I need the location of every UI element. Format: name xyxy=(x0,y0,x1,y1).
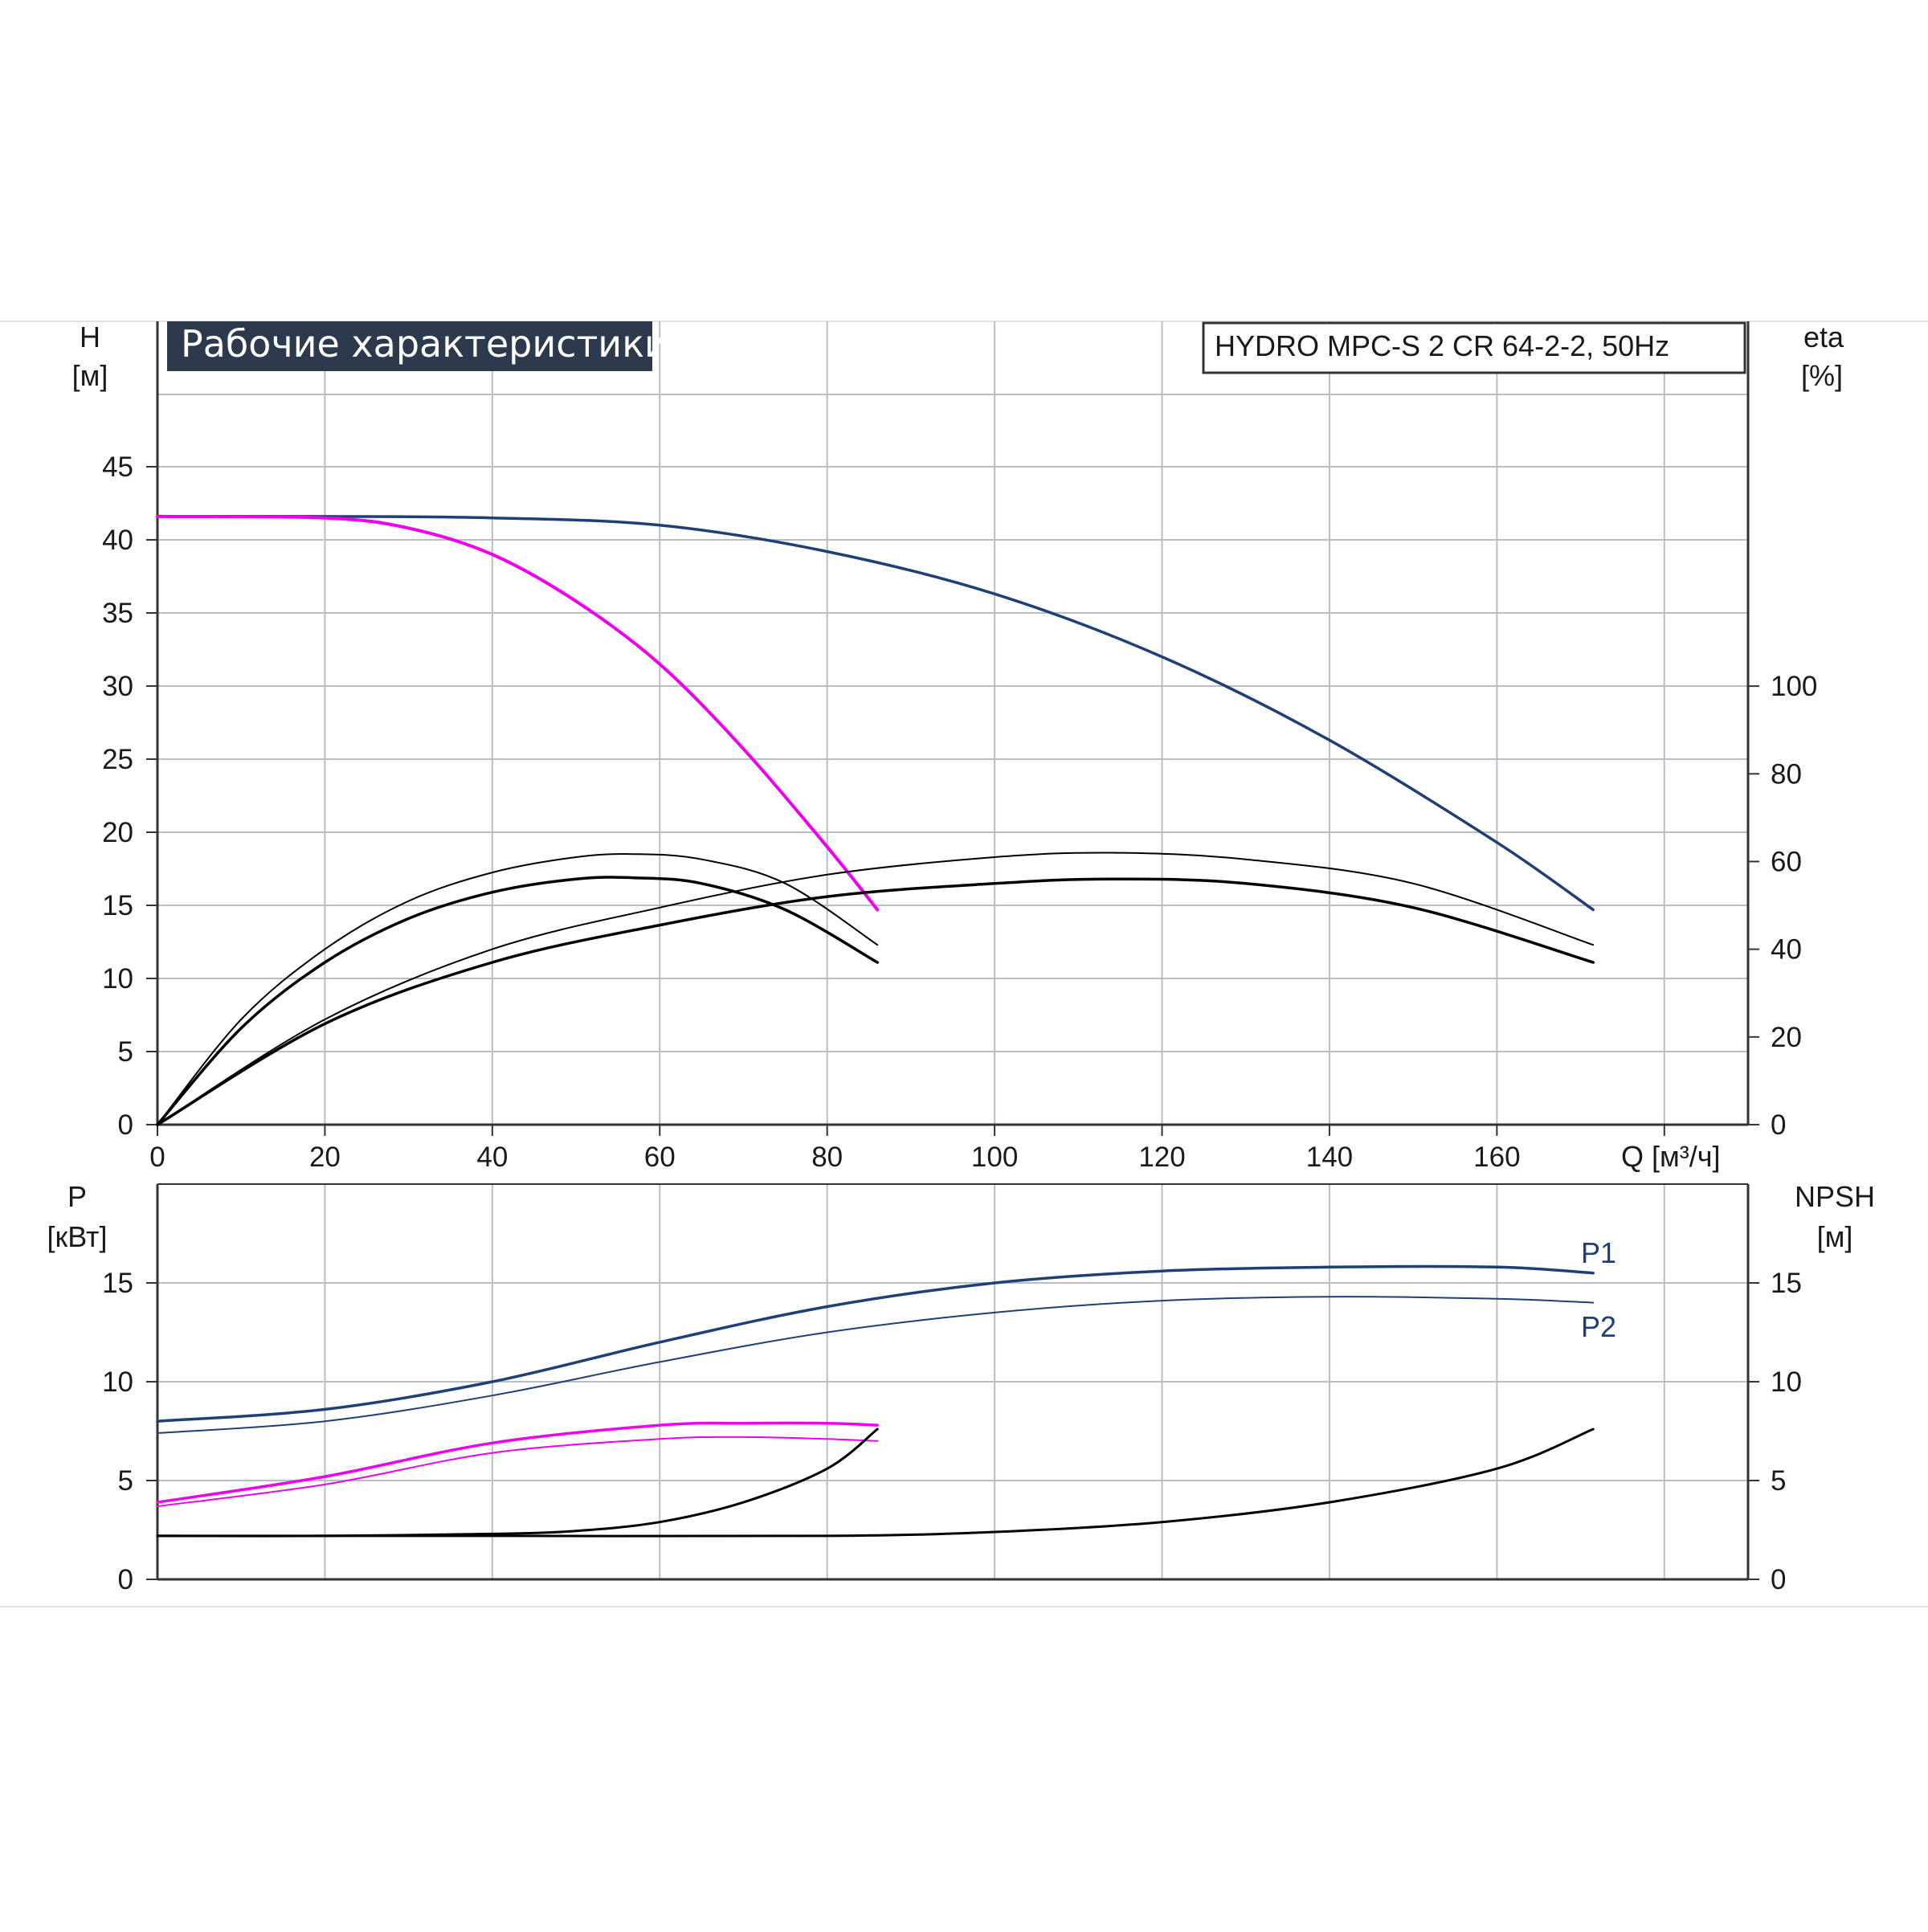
bottom-left-tick-label: 15 xyxy=(102,1268,133,1299)
bottom-right-tick-label: 0 xyxy=(1771,1564,1786,1595)
bottom-right-ylabel-symbol: NPSH xyxy=(1795,1180,1875,1213)
top-axes: 0 5 10 15 20 25 30 35 40 45 0 20 40 60 80 100 0 20 40 60 80 1… xyxy=(102,321,1817,1173)
top-x-tick-label: 60 xyxy=(644,1142,676,1173)
top-series-line-5 xyxy=(157,852,1595,1125)
top-x-tick-label: 40 xyxy=(476,1142,508,1173)
top-series-line-1 xyxy=(156,514,880,912)
bottom-series-line-4 xyxy=(156,1428,879,1538)
series-line-p2 xyxy=(157,1296,1595,1434)
top-left-tick-label: 40 xyxy=(102,525,133,556)
bottom-axes: 0 5 10 15 0 5 10 15 xyxy=(102,1183,1802,1595)
bottom-series-line-2 xyxy=(156,1421,879,1504)
top-grid xyxy=(157,321,1748,1125)
bottom-right-tick-label: 5 xyxy=(1771,1465,1786,1497)
top-right-tick-label: 0 xyxy=(1771,1109,1786,1141)
chart-subtitle: HYDRO MPC-S 2 CR 64-2-2, 50Hz xyxy=(1215,329,1669,362)
top-right-ylabel-unit: [%] xyxy=(1801,359,1843,392)
top-x-tick-label: 100 xyxy=(971,1142,1018,1173)
top-left-tick-label: 15 xyxy=(102,890,133,921)
top-xlabel: Q [м³/ч] xyxy=(1621,1140,1721,1173)
top-left-tick-label: 35 xyxy=(102,598,133,629)
top-x-tick-label: 160 xyxy=(1473,1142,1520,1173)
top-left-tick-label: 45 xyxy=(102,451,133,483)
top-series-line-4 xyxy=(156,877,1595,1126)
top-left-tick-label: 0 xyxy=(118,1109,133,1141)
top-left-tick-label: 5 xyxy=(118,1036,133,1068)
top-left-tick-label: 10 xyxy=(102,963,133,995)
top-right-tick-label: 60 xyxy=(1771,846,1802,877)
bottom-left-ylabel-symbol: P xyxy=(67,1180,87,1213)
series-line-p1 xyxy=(156,1264,1595,1423)
top-left-ylabel-symbol: H xyxy=(80,321,100,353)
series-label-p2: P2 xyxy=(1581,1310,1616,1343)
series-label-p1: P1 xyxy=(1581,1236,1616,1269)
top-right-tick-label: 20 xyxy=(1771,1022,1802,1053)
bottom-grid xyxy=(157,1183,1748,1580)
top-series-line-3 xyxy=(157,853,879,1125)
top-x-tick-label: 80 xyxy=(811,1142,843,1173)
top-left-tick-label: 20 xyxy=(102,817,133,848)
top-right-tick-label: 40 xyxy=(1771,934,1802,966)
top-right-ylabel-symbol: eta xyxy=(1803,321,1844,353)
bottom-left-tick-label: 0 xyxy=(118,1564,133,1595)
bottom-series-line-5 xyxy=(156,1428,1595,1538)
bottom-left-ylabel-unit: [кВт] xyxy=(47,1220,107,1253)
top-left-tick-label: 30 xyxy=(102,671,133,702)
bottom-right-tick-label: 10 xyxy=(1771,1366,1802,1398)
bottom-series-line-3 xyxy=(157,1436,879,1507)
top-left-tick-label: 25 xyxy=(102,744,133,775)
subtitle-box xyxy=(1202,321,1746,374)
top-x-tick-label: 0 xyxy=(149,1142,165,1173)
bottom-right-ylabel-unit: [м] xyxy=(1817,1220,1853,1253)
top-right-tick-label: 100 xyxy=(1771,671,1817,702)
bottom-left-tick-label: 10 xyxy=(102,1366,133,1398)
top-x-tick-label: 120 xyxy=(1138,1142,1185,1173)
top-left-ylabel-unit: [м] xyxy=(72,359,108,392)
chart-title: Рабочие характеристики xyxy=(181,322,668,366)
top-series-line-2 xyxy=(156,876,879,1126)
bottom-left-tick-label: 5 xyxy=(118,1465,133,1497)
top-series xyxy=(156,514,1595,1126)
top-series-line-0 xyxy=(156,515,1595,912)
top-x-tick-label: 20 xyxy=(309,1142,341,1173)
title-box xyxy=(167,321,652,371)
top-x-tick-label: 140 xyxy=(1306,1142,1353,1173)
bottom-series xyxy=(156,1264,1595,1538)
bottom-right-tick-label: 15 xyxy=(1771,1268,1802,1299)
top-right-tick-label: 80 xyxy=(1771,758,1802,790)
